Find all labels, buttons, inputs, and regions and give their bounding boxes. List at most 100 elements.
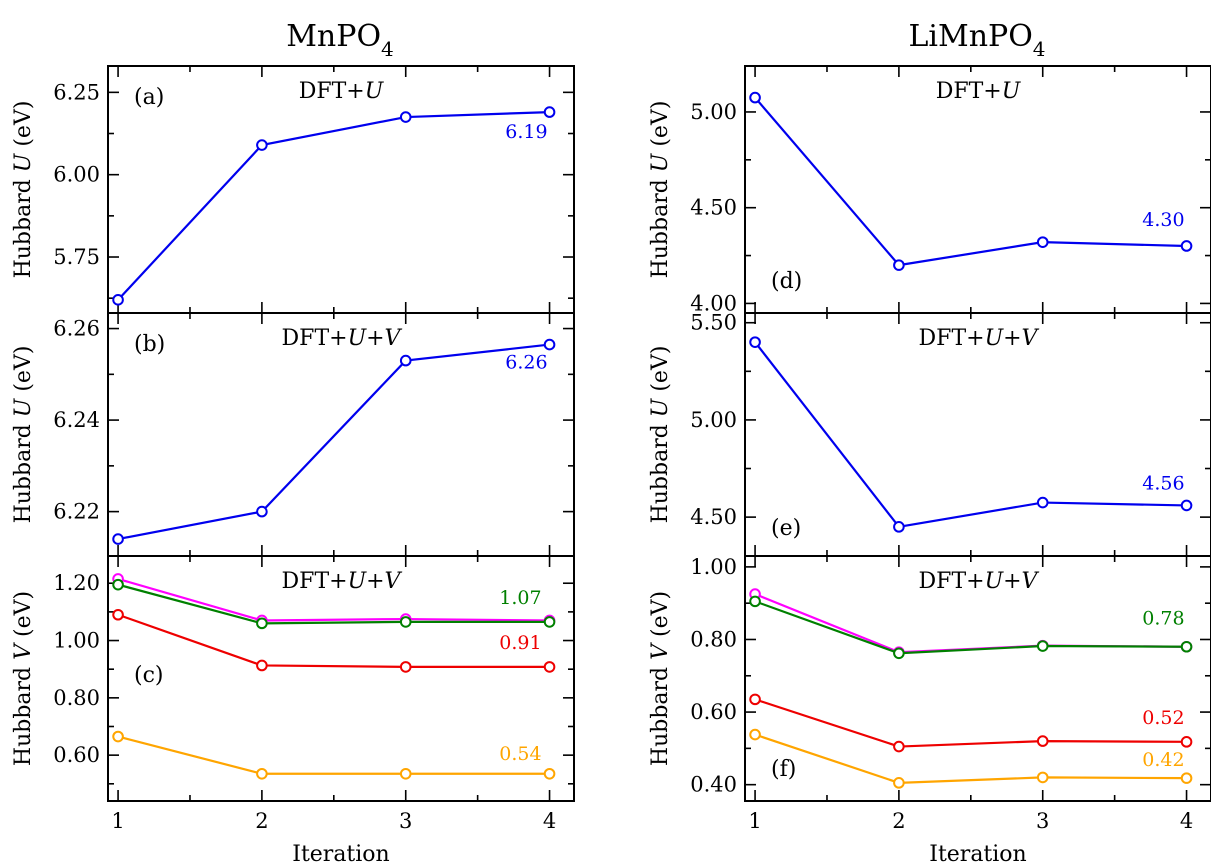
- series-line: [754, 593, 1187, 654]
- panel-b: 6.22 6.24 6.26 Hubbard U (eV) (b) DFT+U+V 6.26: [11, 312, 575, 557]
- data-point: [1036, 735, 1049, 747]
- y-axis-label: Hubbard U (eV): [648, 101, 673, 279]
- data-point: [749, 336, 761, 348]
- y-tick-label: 5.75: [53, 245, 100, 269]
- data-point: [893, 740, 905, 753]
- data-point: [399, 616, 412, 628]
- series-blue: 6.26: [112, 338, 556, 545]
- y-axis-label: Hubbard U (eV): [648, 346, 673, 524]
- data-point: [256, 505, 268, 518]
- y-axis-label: Hubbard U (eV): [11, 101, 36, 279]
- method-label: DFT+U: [936, 79, 1022, 104]
- data-point: [1180, 736, 1193, 748]
- data-label: 4.56: [1142, 472, 1184, 494]
- data-point: [893, 647, 905, 660]
- series-blue: 4.56: [749, 336, 1193, 533]
- series-line: [117, 613, 550, 668]
- y-tick-label: 1.00: [690, 555, 737, 579]
- panel-a: 5.75 6.00 6.25 Hubbard U (eV) (a) DFT+U 6.19: [11, 65, 575, 314]
- data-point: [112, 578, 124, 591]
- y-tick-label: 0.80: [690, 627, 737, 651]
- data-point: [749, 91, 761, 104]
- column-title: LiMnPO4: [908, 19, 1045, 61]
- y-tick-label: 4.50: [690, 505, 737, 529]
- x-tick-label: 1: [748, 809, 761, 833]
- data-point: [749, 728, 761, 741]
- y-tick-label: 0.60: [53, 743, 100, 767]
- data-point: [256, 767, 268, 780]
- x-tick-label: 2: [255, 809, 268, 833]
- y-tick-label: 6.26: [53, 317, 100, 341]
- y-tick-label: 4.00: [690, 291, 737, 315]
- data-point: [893, 259, 905, 271]
- y-tick-label: 4.50: [690, 196, 737, 220]
- data-point: [893, 777, 905, 789]
- data-point: [112, 608, 124, 621]
- data-label: 0.78: [1142, 608, 1184, 630]
- data-point: [543, 767, 556, 780]
- series-line: [754, 600, 1187, 655]
- y-axis-label: Hubbard V (eV): [11, 591, 36, 766]
- data-label: 4.30: [1142, 209, 1184, 231]
- x-tick-label: 1: [111, 809, 124, 833]
- data-point: [1036, 236, 1049, 248]
- method-label: DFT+U: [299, 79, 385, 104]
- data-point: [112, 730, 124, 743]
- series-line: [117, 343, 550, 541]
- y-tick-label: 0.60: [690, 700, 737, 724]
- x-tick-label: 2: [892, 809, 905, 833]
- plot-frame: [744, 555, 1211, 802]
- panel-label: (d): [771, 269, 802, 294]
- data-point: [1180, 499, 1193, 512]
- method-label: DFT+U+V: [282, 326, 403, 351]
- series-line: [754, 96, 1187, 267]
- data-label: 0.52: [1142, 707, 1184, 729]
- panel-label: (b): [134, 332, 165, 357]
- y-tick-label: 1.00: [53, 629, 100, 653]
- x-axis-label: Iteration: [929, 842, 1026, 865]
- series-line: [117, 735, 550, 775]
- x-tick-label: 3: [1036, 809, 1049, 833]
- series-green: 0.78: [749, 595, 1193, 660]
- panel-f: 0.40 0.60 0.80 1.00 1 2 3 4 Iteration Hubbard V (…: [648, 555, 1211, 865]
- x-tick-label: 4: [543, 809, 556, 833]
- data-point: [1036, 771, 1049, 784]
- y-tick-label: 6.22: [53, 500, 100, 524]
- series-blue: 4.30: [749, 91, 1193, 271]
- panel-label: (a): [134, 85, 164, 110]
- data-label: 6.26: [505, 352, 547, 374]
- y-tick-label: 5.00: [690, 408, 737, 432]
- x-tick-label: 4: [1180, 809, 1193, 833]
- series-red: 0.52: [749, 693, 1193, 753]
- y-tick-label: 0.80: [53, 686, 100, 710]
- series-orange: 0.54: [112, 730, 556, 780]
- series-red: 0.91: [112, 608, 556, 673]
- data-point: [543, 661, 556, 673]
- series-line: [754, 698, 1187, 748]
- series-line: [117, 111, 550, 301]
- data-point: [1036, 496, 1049, 509]
- data-point: [543, 338, 556, 351]
- series-line: [117, 577, 550, 622]
- y-tick-label: 5.50: [690, 311, 737, 335]
- series-blue: 6.19: [112, 106, 556, 306]
- panel-e: 4.50 5.00 5.50 Hubbard U (eV) (e) DFT+U+V 4.56: [648, 311, 1211, 557]
- y-tick-label: 1.20: [53, 571, 100, 595]
- data-point: [1180, 240, 1193, 252]
- data-label: 0.91: [499, 632, 541, 654]
- method-label: DFT+U+V: [919, 569, 1040, 594]
- y-tick-label: 5.00: [690, 100, 737, 124]
- data-label: 6.19: [505, 121, 547, 143]
- method-label: DFT+U+V: [282, 569, 403, 594]
- panel-d: 4.00 4.50 5.00 Hubbard U (eV) (d) DFT+U 4.30: [648, 65, 1211, 315]
- data-point: [399, 354, 412, 367]
- series-green: 1.07: [112, 578, 556, 630]
- data-label: 0.54: [499, 743, 541, 765]
- data-point: [399, 111, 412, 123]
- panel-label: (c): [134, 663, 164, 688]
- column-title: MnPO4: [286, 19, 394, 61]
- data-point: [1180, 640, 1193, 653]
- data-point: [893, 521, 905, 533]
- data-point: [256, 617, 268, 630]
